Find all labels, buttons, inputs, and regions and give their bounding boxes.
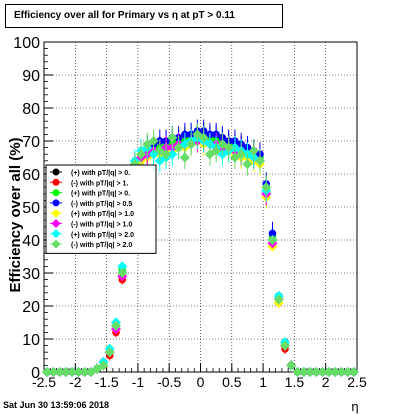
data-point [167, 132, 178, 143]
legend-label: (-) with pT/|q| > 0.5 [71, 201, 132, 208]
data-point [342, 367, 353, 377]
data-point [179, 152, 190, 163]
data-point [73, 367, 84, 377]
y-tick-label: 70 [22, 134, 40, 151]
y-tick-label: 50 [22, 200, 40, 217]
y-tick-label: 30 [22, 266, 40, 283]
data-point [148, 136, 159, 146]
x-tick-label: 2.5 [347, 374, 367, 390]
data-point [117, 268, 128, 278]
data-point [54, 367, 65, 377]
x-tick-label: -1 [132, 374, 145, 390]
data-point [79, 367, 90, 377]
legend-label: (+) with pT/|q| > 2.0 [71, 232, 134, 239]
axis-ticks: -2.5 -2 -1.5 -1 -0.5 0 0.5 1 1.5 2 2.5 0 10 20 30 40 50 6… [13, 35, 367, 390]
data-point [261, 182, 272, 193]
data-point [110, 320, 121, 331]
data-point [186, 139, 197, 150]
chart-title: Efficiency over all for Primary vs η at … [5, 4, 283, 28]
legend-label: (+) with pT/|q| > 1.0 [71, 211, 134, 218]
y-tick-label: 10 [22, 332, 40, 349]
data-point [198, 132, 209, 143]
x-tick-label: -0.5 [157, 374, 181, 390]
data-point [267, 235, 278, 245]
data-point [311, 367, 322, 377]
data-point [48, 367, 59, 377]
data-point [136, 149, 147, 160]
legend-label: (-) with pT/|q| > 2.0 [71, 242, 132, 249]
data-point [298, 367, 309, 377]
data-point [211, 145, 222, 156]
y-tick-label: 20 [22, 299, 40, 316]
data-point [305, 367, 316, 377]
data-point [173, 142, 184, 153]
data-point [167, 149, 178, 160]
data-point [280, 340, 291, 351]
data-point [273, 294, 284, 305]
data-points [42, 119, 359, 377]
y-tick-label: 60 [22, 167, 40, 184]
legend-label: (+) with pT/|q| > 0. [71, 191, 130, 198]
data-point [223, 142, 234, 153]
legend-label: (-) with pT/|q| > 1.0 [71, 222, 132, 229]
legend-box [45, 164, 157, 254]
x-tick-label: -2.5 [32, 374, 56, 390]
data-point [42, 367, 53, 377]
data-point [67, 367, 78, 377]
data-point [323, 367, 334, 377]
x-tick-label: 0.5 [222, 374, 242, 390]
data-point [268, 229, 277, 238]
y-tick-label: 80 [22, 101, 40, 118]
data-point [286, 360, 297, 371]
data-point [317, 367, 328, 377]
y-tick-label: 90 [22, 68, 40, 85]
x-tick-label: -2 [69, 374, 82, 390]
data-point [254, 155, 265, 166]
y-tick-label: 40 [22, 233, 40, 250]
y-axis-label: Efficiency over all (%) [7, 137, 24, 292]
data-point [242, 159, 253, 170]
data-point [336, 367, 347, 377]
x-tick-label: 1.5 [285, 374, 305, 390]
data-point [117, 261, 128, 272]
x-tick-label: -1.5 [95, 374, 119, 390]
data-point [292, 367, 303, 377]
x-tick-label: 0 [197, 374, 205, 390]
data-point [104, 347, 115, 358]
x-tick-label: 1 [259, 374, 267, 390]
data-point [161, 149, 172, 160]
data-point [60, 367, 71, 377]
data-point [348, 367, 359, 377]
data-point [248, 145, 259, 156]
data-point [236, 149, 247, 160]
data-point [330, 367, 341, 377]
data-point [98, 360, 109, 371]
x-axis-label: η [351, 399, 358, 414]
legend: (+) with pT/|q| > 0. (-) with pT/|q| > 1.… [45, 164, 157, 254]
x-tick-label: 2 [322, 374, 330, 390]
y-tick-label: 0 [31, 365, 40, 382]
timestamp: Sat Jun 30 13:59:06 2018 [3, 400, 110, 410]
legend-label: (-) with pT/|q| > 1. [71, 180, 128, 187]
y-tick-label: 100 [13, 35, 40, 52]
legend-label: (+) with pT/|q| > 0. [71, 170, 130, 177]
